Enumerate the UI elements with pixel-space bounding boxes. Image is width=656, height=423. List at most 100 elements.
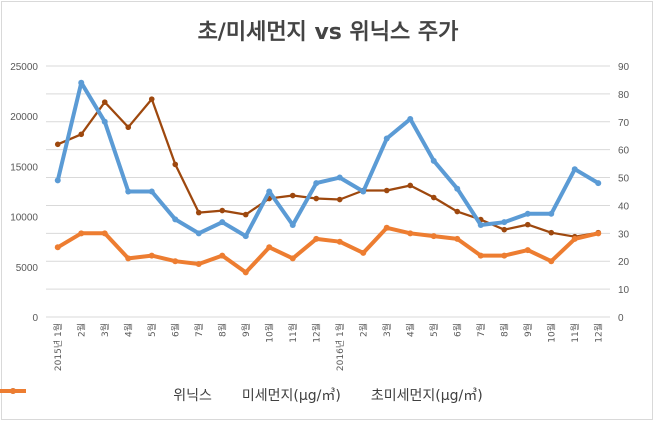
x-tick-label: 6월 bbox=[451, 323, 463, 337]
x-tick-label: 3월 bbox=[381, 323, 393, 337]
y-left-tick-label: 5000 bbox=[16, 263, 39, 274]
data-point bbox=[548, 229, 555, 236]
data-point bbox=[336, 238, 343, 245]
data-point bbox=[407, 115, 414, 122]
data-point bbox=[219, 207, 226, 214]
data-point bbox=[148, 96, 155, 102]
data-point bbox=[148, 188, 155, 195]
data-point bbox=[101, 99, 108, 105]
y-left-tick-label: 0 bbox=[32, 313, 38, 324]
data-point bbox=[125, 124, 132, 131]
data-point bbox=[430, 157, 437, 164]
x-tick-label: 12월 bbox=[310, 323, 322, 343]
data-point bbox=[219, 252, 226, 259]
x-tick-label: 8월 bbox=[498, 323, 510, 337]
y-left-tick-label: 25000 bbox=[10, 62, 38, 73]
x-tick-label: 7월 bbox=[193, 323, 205, 337]
x-tick-label: 10월 bbox=[545, 323, 557, 343]
x-tick-label: 4월 bbox=[122, 323, 134, 337]
x-tick-label: 6월 bbox=[169, 323, 181, 337]
data-point bbox=[125, 188, 132, 195]
data-point bbox=[383, 135, 390, 142]
data-point bbox=[454, 185, 461, 192]
series-line bbox=[55, 80, 601, 239]
data-point bbox=[524, 221, 531, 228]
data-point bbox=[313, 235, 320, 242]
data-point bbox=[219, 219, 226, 226]
x-tick-label: 5월 bbox=[146, 323, 158, 337]
data-point bbox=[289, 255, 296, 262]
x-tick-label: 9월 bbox=[522, 323, 534, 337]
x-tick-label: 2월 bbox=[75, 323, 87, 337]
data-point bbox=[266, 244, 273, 251]
data-point bbox=[383, 187, 390, 194]
data-point bbox=[54, 141, 61, 148]
series-line bbox=[56, 97, 600, 238]
data-point bbox=[195, 261, 202, 268]
data-point bbox=[501, 226, 508, 233]
data-point bbox=[571, 166, 578, 173]
y-right-tick-label: 50 bbox=[618, 174, 630, 185]
legend-item-pm10: 미세먼지(μg/㎥) bbox=[0, 385, 341, 405]
y-right-tick-label: 30 bbox=[618, 229, 630, 240]
data-point bbox=[360, 249, 367, 256]
data-point bbox=[501, 219, 508, 226]
x-tick-label: 11월 bbox=[569, 323, 581, 343]
legend-label-winix: 위닉스 bbox=[173, 388, 212, 404]
data-point bbox=[172, 258, 179, 265]
data-point bbox=[407, 182, 414, 189]
data-point bbox=[148, 252, 155, 259]
data-point bbox=[336, 174, 343, 181]
data-point bbox=[101, 230, 108, 237]
data-point bbox=[454, 235, 461, 242]
data-point bbox=[172, 216, 179, 223]
x-tick-label: 2월 bbox=[357, 323, 369, 337]
data-point bbox=[571, 235, 578, 242]
y-left-tick-label: 10000 bbox=[10, 213, 38, 224]
y-right-tick-label: 70 bbox=[618, 118, 630, 129]
legend-swatch-pm25 bbox=[0, 388, 26, 394]
data-point bbox=[242, 269, 249, 276]
y-right-tick-label: 0 bbox=[618, 313, 624, 324]
y-right-tick-label: 60 bbox=[618, 146, 630, 157]
data-point bbox=[195, 230, 202, 237]
x-tick-label: 9월 bbox=[240, 323, 252, 337]
data-point bbox=[172, 161, 179, 168]
data-point bbox=[78, 230, 85, 237]
data-point bbox=[524, 210, 531, 217]
x-tick-label: 2015년 1월 bbox=[52, 323, 64, 371]
data-point bbox=[54, 244, 61, 251]
x-tick-label: 3월 bbox=[99, 323, 111, 337]
legend-item-winix: 위닉스 bbox=[0, 385, 212, 405]
data-point bbox=[195, 209, 202, 216]
data-point bbox=[101, 118, 108, 125]
y-right-tick-label: 90 bbox=[618, 62, 630, 73]
y-right-tick-label: 40 bbox=[618, 201, 630, 212]
y-left-tick-label: 20000 bbox=[10, 112, 38, 123]
x-tick-label: 7월 bbox=[475, 323, 487, 337]
data-point bbox=[595, 180, 602, 187]
data-point bbox=[477, 252, 484, 259]
data-point bbox=[407, 230, 414, 237]
y-left-tick-label: 15000 bbox=[10, 162, 38, 173]
data-point bbox=[313, 180, 320, 187]
data-point bbox=[477, 221, 484, 228]
x-tick-label: 10월 bbox=[263, 323, 275, 343]
data-point bbox=[54, 177, 61, 184]
data-point bbox=[266, 188, 273, 195]
chart-title: 초/미세먼지 vs 위닉스 주가 bbox=[197, 20, 459, 45]
data-point bbox=[78, 79, 85, 86]
x-tick-label: 12월 bbox=[592, 323, 604, 343]
data-point bbox=[289, 221, 296, 228]
data-point bbox=[383, 224, 390, 231]
data-point bbox=[595, 230, 602, 237]
data-point bbox=[548, 258, 555, 265]
data-point bbox=[313, 195, 320, 202]
data-point bbox=[430, 194, 437, 201]
data-point bbox=[548, 210, 555, 217]
x-tick-label: 11월 bbox=[287, 323, 299, 343]
data-point bbox=[524, 247, 531, 254]
x-tick-label: 2016년 1월 bbox=[334, 323, 346, 371]
